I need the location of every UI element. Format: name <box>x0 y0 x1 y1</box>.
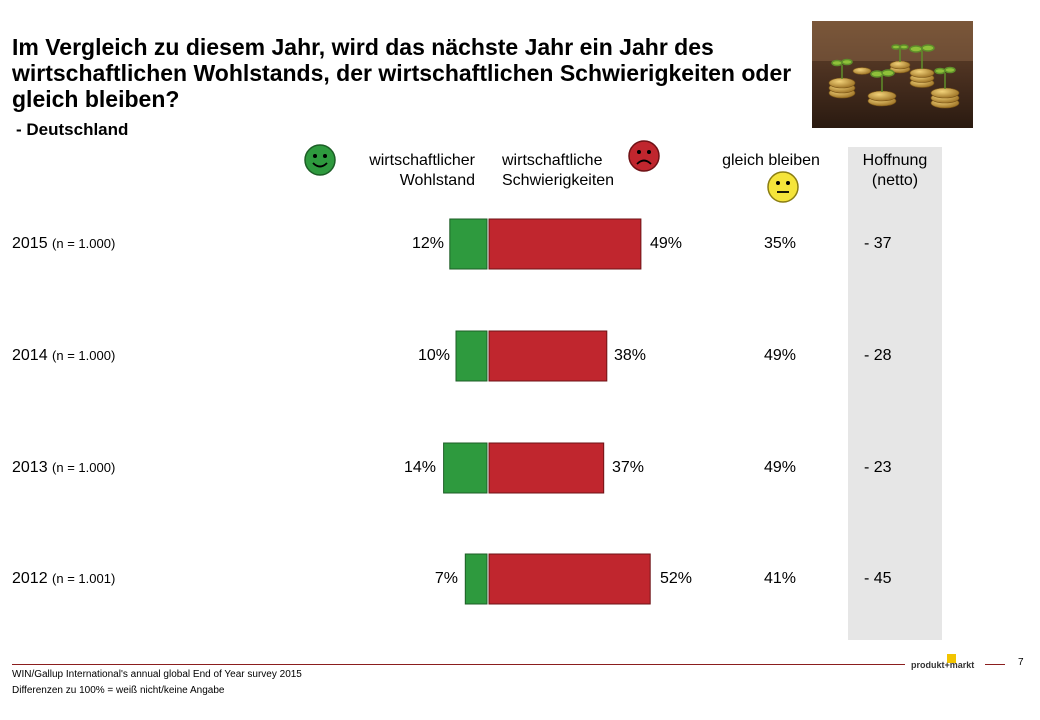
header-netto: Hoffnung (netto) <box>848 151 942 191</box>
netto-value-2014: - 28 <box>864 347 892 364</box>
label-wohlstand-2013: 14% <box>403 459 436 476</box>
bar-wohlstand-2013 <box>443 442 488 494</box>
smiley-neutral-icon <box>766 170 800 209</box>
label-schwierig-2012: 52% <box>660 570 693 587</box>
netto-panel <box>848 147 942 640</box>
footnote: Differenzen zu 100% = weiß nicht/keine A… <box>12 685 225 696</box>
page-number: 7 <box>1018 657 1024 668</box>
header-schwierigkeiten: wirtschaftliche Schwierigkeiten <box>502 151 637 191</box>
coins-seedlings-photo <box>812 21 973 128</box>
label-wohlstand-2014: 10% <box>417 347 450 364</box>
netto-value-2013: - 23 <box>864 459 892 476</box>
header-netto-line2: (netto) <box>871 172 919 189</box>
netto-value-2015: - 37 <box>864 235 892 252</box>
row-label-2013: 2013 (n = 1.000) <box>12 459 116 476</box>
header-wohlstand-line1: wirtschaftlicher <box>369 152 475 169</box>
bar-wohlstand-2014 <box>455 330 488 382</box>
header-wohlstand: wirtschaftlicher Wohlstand <box>340 151 475 191</box>
netto-value-2012: - 45 <box>864 570 892 587</box>
label-schwierig-2015: 49% <box>650 235 683 252</box>
page-subtitle: - Deutschland <box>16 120 129 139</box>
footer-divider-right <box>985 664 1005 665</box>
header-schwierig-line2: Schwierigkeiten <box>502 172 615 189</box>
bar-schwierigkeiten-2013 <box>488 442 605 494</box>
label-schwierig-2013: 37% <box>612 459 645 476</box>
label-wohlstand-2012: 7% <box>434 570 458 587</box>
label-gleich-2012: 41% <box>764 570 797 587</box>
source-note: WIN/Gallup International's annual global… <box>12 669 302 680</box>
header-netto-line1: Hoffnung <box>862 152 928 169</box>
smiley-happy-icon <box>303 143 337 182</box>
footer-divider <box>12 664 905 665</box>
header-gleich: gleich bleiben <box>722 152 820 169</box>
row-label-2012: 2012 (n = 1.001) <box>12 570 116 587</box>
label-gleich-2014: 49% <box>764 347 797 364</box>
bar-schwierigkeiten-2014 <box>488 330 608 382</box>
label-wohlstand-2015: 12% <box>411 235 444 252</box>
bar-schwierigkeiten-2012 <box>488 553 651 605</box>
produkt-markt-logo: produkt+markt <box>909 654 977 672</box>
header-schwierig-line1: wirtschaftliche <box>502 152 603 169</box>
label-gleich-2013: 49% <box>764 459 797 476</box>
header-wohlstand-line2: Wohlstand <box>399 172 475 189</box>
page-title: Im Vergleich zu diesem Jahr, wird das nä… <box>12 34 792 112</box>
smiley-sad-icon <box>627 139 661 178</box>
row-label-2015: 2015 (n = 1.000) <box>12 235 116 252</box>
label-schwierig-2014: 38% <box>614 347 647 364</box>
bar-schwierigkeiten-2015 <box>488 218 642 270</box>
svg-text:produkt+markt: produkt+markt <box>911 660 974 670</box>
bar-wohlstand-2012 <box>464 553 488 605</box>
row-label-2014: 2014 (n = 1.000) <box>12 347 116 364</box>
label-gleich-2015: 35% <box>764 235 797 252</box>
bar-wohlstand-2015 <box>449 218 488 270</box>
